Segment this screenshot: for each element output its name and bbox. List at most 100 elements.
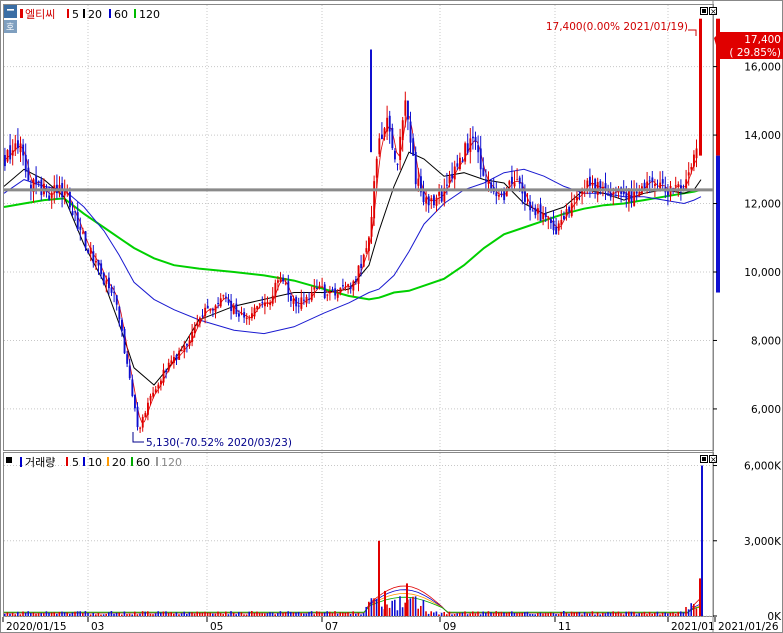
volume-bar (334, 611, 336, 616)
volume-bar (511, 611, 513, 616)
volume-bar (27, 611, 29, 616)
candle-body (214, 305, 217, 312)
volume-bar (108, 612, 110, 616)
volume-bar (349, 614, 352, 616)
volume-bar (440, 612, 443, 616)
volume-bar (152, 614, 154, 616)
candle-body (139, 427, 142, 429)
candle-body (245, 317, 248, 319)
high-annotation: 17,400(0.00% 2021/01/19) (546, 21, 688, 33)
volume-bar (136, 614, 139, 616)
candle-body (412, 138, 415, 156)
candle-body (622, 189, 625, 195)
volume-bar (74, 611, 76, 616)
volume-bar (56, 613, 58, 616)
volume-bar (503, 612, 505, 616)
candle-body (87, 249, 90, 254)
candle-body (490, 182, 493, 190)
candle-body (264, 302, 266, 307)
candle-body (209, 309, 212, 311)
legend-marker-ma120 (134, 9, 136, 18)
volume-bar (425, 611, 427, 616)
axis-change-bar-up (716, 18, 720, 156)
volume-bar (32, 612, 35, 616)
price-pane-close-button[interactable] (709, 7, 717, 15)
candle-body (37, 181, 40, 183)
price-tick-label: 12,000 (744, 199, 781, 211)
candle-body (113, 292, 116, 294)
candle-body (362, 254, 365, 267)
volume-spike (701, 465, 703, 616)
volume-spike (699, 578, 701, 616)
volume-bar (474, 613, 477, 616)
pane-collapse-icon[interactable] (4, 5, 17, 18)
volume-pane-close-button[interactable] (709, 455, 717, 463)
volume-tick-label: 6,000K (744, 461, 782, 473)
close-icon: × (710, 7, 717, 16)
volume-bar (656, 611, 659, 616)
candle-body (547, 218, 550, 220)
candle-body (24, 154, 27, 172)
volume-bar (518, 612, 521, 616)
x-ticks: 2020/01/15 03 05 07 09 11 2021/01 2021/01/26 (2, 617, 779, 633)
volume-bar (53, 612, 55, 616)
candle-body (110, 287, 113, 293)
pane-menu-icon[interactable] (4, 20, 17, 33)
volume-bar (313, 614, 315, 616)
candle-body (500, 193, 503, 195)
volume-bar (466, 614, 469, 616)
volume-bar (79, 611, 81, 616)
candle-body (459, 157, 461, 170)
volume-bar (269, 612, 271, 616)
candle-body (360, 263, 363, 268)
volume-bar (617, 611, 620, 616)
candle-body (391, 127, 394, 149)
maximize-icon (702, 457, 706, 461)
candle-body (685, 179, 688, 189)
candle-body (589, 176, 591, 186)
volume-bar (568, 613, 570, 616)
price-pane-buttons: × (700, 7, 717, 16)
candle-body (466, 143, 469, 153)
candle-body (282, 277, 285, 282)
candle-body (646, 181, 649, 189)
volume-bar (386, 604, 388, 616)
candle-body (66, 192, 69, 194)
volume-bar (362, 613, 365, 616)
x-tick-label: 11 (558, 621, 571, 633)
volume-bar (188, 612, 191, 616)
candle-body (381, 134, 383, 139)
candle-body (19, 143, 22, 153)
candle-body (368, 237, 370, 252)
volume-bar (373, 598, 375, 616)
volume-pane-icon[interactable] (6, 457, 12, 463)
volume-bar (357, 612, 360, 616)
candle-body (128, 365, 131, 379)
price-tick-label: 6,000 (751, 404, 781, 416)
volume-bar (277, 613, 279, 616)
volume-bar (243, 614, 245, 616)
candle-body (693, 154, 695, 167)
candle-body (141, 416, 144, 428)
volume-bar (360, 614, 362, 616)
candle-body (178, 350, 181, 360)
volume-bar (95, 614, 97, 616)
volume-bar (339, 612, 341, 616)
candle-body (477, 145, 480, 153)
candle-body (287, 281, 290, 295)
candle-body (680, 185, 682, 190)
legend-marker-title (20, 9, 23, 18)
volume-bar (157, 611, 159, 616)
volume-bar (201, 612, 204, 616)
volume-bar (620, 613, 622, 616)
volume-bar (490, 612, 492, 616)
candle-body (573, 198, 576, 200)
volume-bar (222, 614, 224, 616)
volume-bar (128, 613, 131, 616)
volume-bar (394, 599, 396, 616)
volume-bar (485, 612, 487, 616)
legend-ma5: 5 (72, 8, 79, 21)
candle-body (511, 176, 513, 184)
current-price-badge (714, 32, 783, 59)
volume-bar (17, 611, 19, 616)
